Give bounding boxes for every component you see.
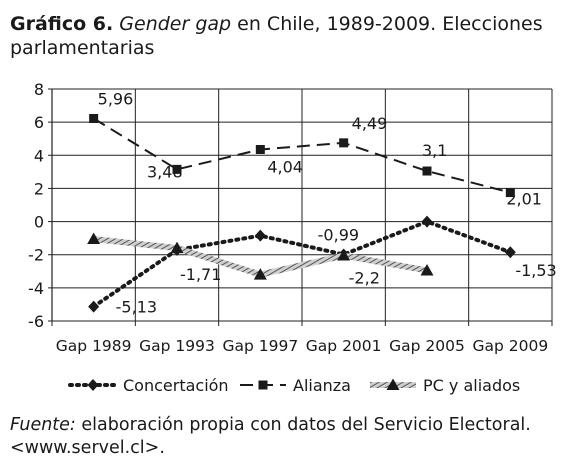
data-point: [89, 113, 99, 123]
y-tick-label: -4: [28, 279, 44, 298]
data-point: [505, 188, 515, 198]
series-pc-y-aliados: [87, 232, 434, 280]
data-label: -1,71: [180, 265, 221, 284]
data-label: 3,1: [422, 141, 447, 160]
y-tick-label: 8: [34, 80, 44, 99]
series-line: [93, 117, 511, 194]
legend-item-alianza: Alianza: [240, 376, 351, 395]
source-label: Fuente:: [10, 415, 76, 435]
y-tick-label: 2: [34, 179, 44, 198]
legend-item-concertación: Concertación: [68, 376, 229, 395]
data-point: [87, 232, 101, 244]
grid-lines: [51, 88, 553, 322]
legend-marker: [87, 379, 99, 391]
x-tick-label: Gap 1989: [56, 337, 132, 355]
axes: -6 -4 -2 0 2 4 6 8 Gap 1989 Gap 1993 Gap 1997 Gap 2…: [28, 80, 553, 355]
data-label: 3,48: [147, 162, 183, 181]
legend: Concertación Alianza PC y aliados: [68, 376, 520, 395]
legend-marker: [386, 378, 400, 390]
y-tick-label: -2: [28, 246, 44, 265]
legend-label: Concertación: [123, 376, 229, 395]
legend-label: Alianza: [293, 376, 351, 395]
data-point: [337, 249, 351, 261]
x-tick-label: Gap 2005: [389, 337, 465, 355]
data-label: 2,01: [506, 190, 542, 209]
source-text: elaboración propia con datos del Servici…: [10, 415, 531, 458]
data-label: -0,99: [318, 226, 359, 245]
data-label: 4,49: [352, 114, 388, 133]
data-point: [170, 241, 184, 254]
data-point: [253, 268, 267, 280]
y-tick-label: -6: [28, 312, 44, 331]
series: [87, 113, 516, 313]
legend-label: PC y aliados: [423, 376, 520, 395]
data-point: [172, 164, 182, 174]
data-label: 5,96: [98, 89, 134, 108]
data-point: [420, 263, 434, 276]
legend-item-pc-y-aliados: PC y aliados: [370, 376, 520, 395]
data-point: [88, 300, 100, 313]
series-line: [91, 219, 513, 309]
title-italic: Gender gap: [119, 13, 232, 35]
x-tick-label: Gap 2009: [472, 337, 548, 355]
data-label: -5,13: [116, 298, 157, 317]
legend-marker: [258, 380, 268, 390]
data-point: [255, 144, 265, 154]
title-label: Gráfico 6.: [10, 13, 114, 35]
x-tick-label: Gap 1997: [222, 337, 298, 355]
data-label: 4,04: [267, 157, 303, 176]
y-tick-label: 0: [34, 213, 44, 232]
series-alianza: [89, 113, 515, 198]
y-tick-label: 6: [34, 113, 44, 132]
x-tick-label: Gap 2001: [306, 337, 382, 355]
chart-title: Gráfico 6. Gender gap en Chile, 1989-200…: [10, 12, 570, 60]
data-point: [421, 215, 433, 228]
data-point: [254, 229, 266, 242]
data-point: [504, 246, 516, 259]
data-labels: -5,13 -1,71 -0,99 -1,53 5,96 3,48 4,04 4,49 3,1 2…: [98, 89, 557, 316]
data-point: [422, 166, 432, 176]
data-label: -1,53: [515, 261, 556, 280]
source-note: Fuente: elaboración propia con datos del…: [10, 414, 575, 460]
y-tick-label: 4: [34, 146, 44, 165]
data-label: -2,2: [349, 269, 380, 288]
x-tick-label: Gap 1993: [139, 337, 215, 355]
title-rest: en Chile, 1989-2009. Elecciones parlamen…: [10, 13, 543, 59]
data-point: [339, 138, 349, 148]
